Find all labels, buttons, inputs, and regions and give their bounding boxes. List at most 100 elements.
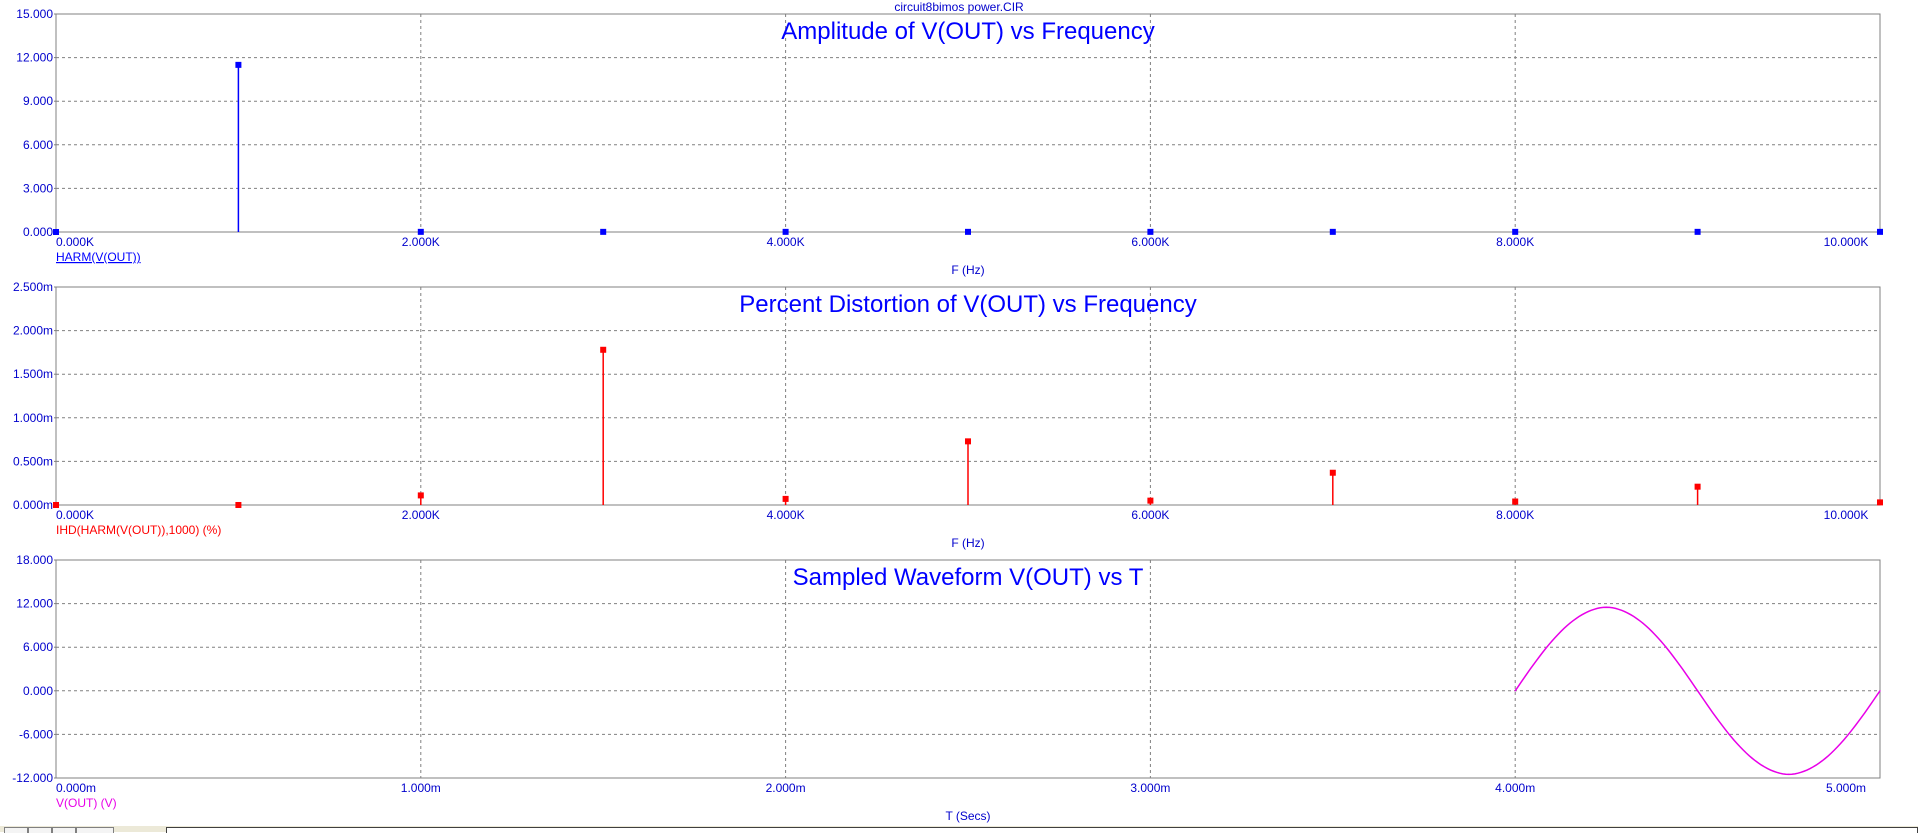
file-title: circuit8bimos power.CIR <box>894 0 1024 14</box>
harmonic-marker <box>1694 483 1701 490</box>
x-tick-label: 4.000m <box>1495 781 1535 795</box>
y-tick-label: 6.000 <box>23 138 53 152</box>
x-tick-label: 10.000K <box>1824 508 1869 522</box>
harmonic-marker <box>53 229 59 235</box>
plot-frame <box>55 559 1881 779</box>
y-tick-label: 9.000 <box>23 94 53 108</box>
harmonic-marker <box>1512 498 1519 505</box>
x-tick-label: 0.000m <box>56 781 96 795</box>
x-tick-label: 3.000m <box>1130 781 1170 795</box>
y-tick-label: 1.000m <box>13 411 53 425</box>
x-tick-label: 2.000K <box>402 235 440 249</box>
x-tick-label: 5.000m <box>1826 781 1866 795</box>
trace-label: V(OUT) (V) <box>56 796 117 810</box>
x-tick-label: 4.000K <box>767 508 805 522</box>
y-tick-label: 2.500m <box>13 280 53 294</box>
harmonic-marker <box>600 346 607 353</box>
x-axis-label: F (Hz) <box>951 263 984 277</box>
x-tick-label: 0.000K <box>56 235 94 249</box>
harmonic-marker <box>1329 228 1336 235</box>
waveform-sample-point <box>1715 716 1717 718</box>
x-tick-label: 4.000K <box>767 235 805 249</box>
harmonic-marker <box>1694 228 1701 235</box>
harmonic-marker <box>53 502 59 508</box>
trace-label: HARM(V(OUT)) <box>56 250 141 264</box>
plot-1: 0.000 3.000 6.000 9.000 12.000 15.000 0.000K 2.… <box>16 7 1883 277</box>
x-tick-label: 8.000K <box>1496 508 1534 522</box>
toolbar-button[interactable] <box>4 827 28 833</box>
x-tick-label: 0.000K <box>56 508 94 522</box>
waveform-sample-point <box>1697 690 1699 692</box>
y-tick-label: 6.000 <box>23 640 53 654</box>
toolbar-button[interactable] <box>52 827 76 833</box>
trace-label: IHD(HARM(V(OUT)),1000) (%) <box>56 523 221 537</box>
x-tick-label: 6.000K <box>1131 235 1169 249</box>
harmonic-marker <box>235 61 242 68</box>
y-tick-label: 0.000 <box>23 684 53 698</box>
x-tick-label: 2.000m <box>766 781 806 795</box>
harmonic-marker <box>417 492 424 499</box>
x-tick-label: 10.000K <box>1824 235 1869 249</box>
x-tick-label: 1.000m <box>401 781 441 795</box>
harmonic-marker <box>1147 228 1154 235</box>
y-tick-label: 0.000 <box>23 225 53 239</box>
waveform-sample-point <box>1624 610 1626 613</box>
harmonic-marker <box>1329 469 1336 476</box>
y-tick-label: 12.000 <box>16 51 53 65</box>
plot-title: Sampled Waveform V(OUT) vs T <box>793 564 1144 591</box>
waveform-sample-point <box>1660 640 1662 642</box>
harmonic-marker <box>782 228 789 235</box>
waveform-sample-point <box>1788 773 1790 775</box>
harmonic-marker <box>782 495 789 502</box>
waveform-sample-point <box>1551 640 1553 642</box>
harmonic-marker <box>965 438 971 445</box>
y-tick-label: 15.000 <box>16 7 53 21</box>
plot-3: -12.000 -6.000 0.000 6.000 12.000 18.000 0.000… <box>12 553 1881 823</box>
y-tick-label: -6.000 <box>19 727 53 741</box>
harmonic-marker <box>235 502 242 508</box>
waveform-sample-point <box>1642 622 1644 624</box>
y-tick-label: 12.000 <box>16 597 53 611</box>
y-tick-label: 2.000m <box>13 324 53 338</box>
harmonic-marker <box>417 228 424 235</box>
status-field <box>166 827 1918 833</box>
waveform-sample-point <box>1678 664 1680 666</box>
x-tick-label: 6.000K <box>1131 508 1169 522</box>
plot-2: 0.000m 0.500m 1.000m 1.500m 2.000m 2.500m 0.00… <box>13 280 1883 550</box>
waveform-sample-point <box>1569 622 1571 624</box>
x-axis-label: F (Hz) <box>951 536 984 550</box>
harmonic-marker <box>1512 228 1519 235</box>
harmonic-marker <box>965 228 971 235</box>
toolbar-button[interactable] <box>76 827 114 833</box>
plot-title: Percent Distortion of V(OUT) vs Frequenc… <box>739 291 1196 318</box>
y-tick-label: -12.000 <box>12 771 53 785</box>
y-tick-label: 3.000 <box>23 181 53 195</box>
waveform-sample-point <box>1587 610 1589 613</box>
waveform-sample-point <box>1532 664 1535 666</box>
plot-title: Amplitude of V(OUT) vs Frequency <box>781 18 1154 45</box>
waveform-sample-point <box>1879 690 1881 692</box>
waveform-sample-point <box>1842 739 1845 741</box>
x-tick-label: 2.000K <box>402 508 440 522</box>
harmonic-marker <box>1147 497 1154 504</box>
x-axis-label: T (Secs) <box>945 809 990 823</box>
waveform-sample-point <box>1605 606 1607 608</box>
y-tick-label: 0.500m <box>13 454 53 468</box>
x-tick-label: 8.000K <box>1496 235 1534 249</box>
waveform-sample-point <box>1769 769 1772 771</box>
waveform-sample-point <box>1751 757 1753 759</box>
toolbar-button[interactable] <box>28 827 52 833</box>
y-tick-label: 1.500m <box>13 367 53 381</box>
y-tick-label: 18.000 <box>16 553 53 567</box>
y-tick-label: 0.000m <box>13 498 53 512</box>
waveform-sample-point <box>1861 716 1863 718</box>
waveform-sample-point <box>1514 690 1516 692</box>
waveform-sample-point <box>1824 757 1826 759</box>
harmonic-marker <box>1877 499 1883 506</box>
plot-frame <box>55 13 1881 233</box>
harmonic-marker <box>600 228 607 235</box>
waveform-sample-point <box>1806 769 1808 771</box>
harmonic-marker <box>1877 228 1883 235</box>
waveform-sample-point <box>1733 739 1735 741</box>
